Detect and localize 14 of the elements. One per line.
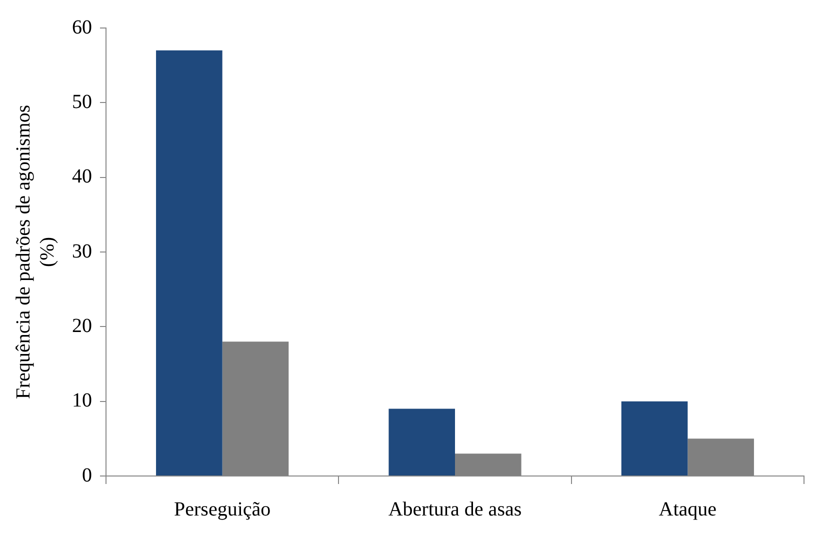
y-axis-title: Frequência de padrões de agonismos (%) [12, 104, 58, 400]
y-tick-label: 60 [72, 16, 92, 38]
y-tick-label: 20 [72, 314, 92, 337]
y-tick-label: 10 [72, 390, 92, 412]
bar [388, 408, 455, 476]
bar [156, 50, 222, 476]
y-tick-label: 50 [72, 90, 92, 113]
bar [621, 401, 688, 476]
y-tick-label: 40 [72, 166, 92, 188]
y-tick-label: 0 [82, 464, 92, 486]
y-tick-label: 30 [72, 240, 92, 262]
x-tick-label: Ataque [658, 498, 717, 520]
x-tick-label: Abertura de asas [388, 498, 522, 520]
x-tick-label: Perseguição [174, 498, 271, 520]
